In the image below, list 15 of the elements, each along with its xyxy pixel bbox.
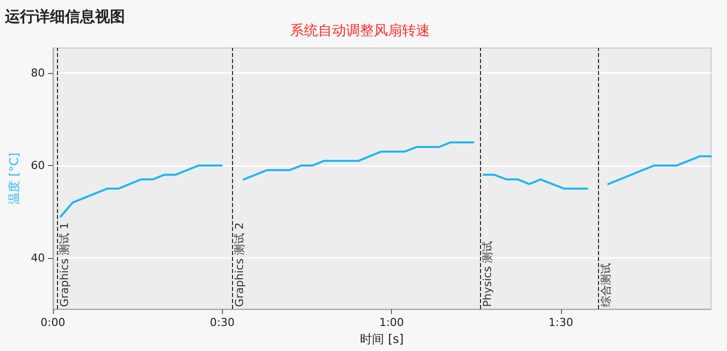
chart-title: 运行详细信息视图: [4, 8, 125, 26]
ref-line-label: Physics 测试: [481, 240, 494, 307]
x-tick-label: 0:30: [210, 316, 235, 329]
ref-line-label: 综合测试: [600, 263, 613, 307]
ref-line-label: Graphics 测试 1: [58, 222, 71, 307]
y-tick-label: 60: [30, 159, 45, 172]
x-axis-title: 时间 [s]: [360, 332, 404, 346]
text: 系统自动调整风扇转速: [290, 23, 430, 39]
x-tick-label: 0:00: [40, 316, 66, 329]
y-tick-label: 80: [30, 66, 45, 80]
y-tick-label: 40: [30, 252, 45, 265]
x-tick-label: 1:30: [548, 316, 574, 329]
y-axis-title: 温度 [°C]: [7, 152, 21, 204]
ref-line-label: Graphics 测试 2: [232, 222, 246, 307]
x-tick-label: 1:00: [379, 316, 404, 329]
